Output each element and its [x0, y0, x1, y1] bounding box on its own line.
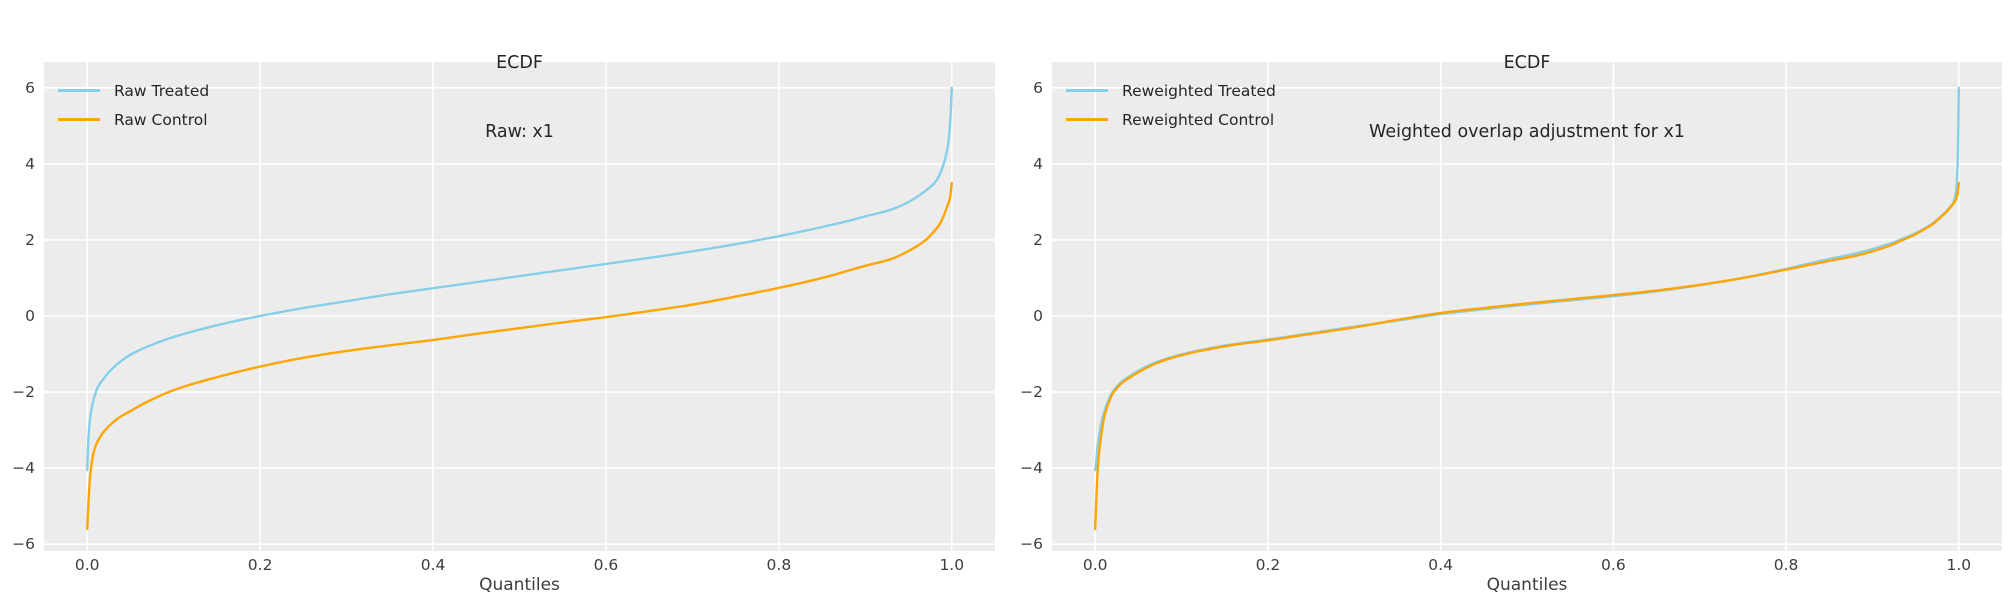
y-tick-label: 2 — [1033, 230, 1043, 249]
y-tick-label: 6 — [1033, 78, 1043, 97]
raw-control-legend-line — [58, 118, 100, 121]
raw-control-line — [86, 181, 953, 531]
right-plot-title: ECDF Weighted overlap adjustment for x1 — [1052, 6, 2002, 190]
x-tick-label: 1.0 — [1946, 556, 1972, 574]
x-tick-label: 0.8 — [766, 556, 792, 574]
right-plot-title-line2: Weighted overlap adjustment for x1 — [1369, 122, 1685, 142]
reweighted-treated-legend-line — [1066, 89, 1108, 92]
y-tick-label: 6 — [25, 78, 35, 97]
left-plot-title-line1: ECDF — [496, 53, 543, 73]
legend-item-reweighted-treated: Reweighted Treated — [1066, 76, 1276, 105]
x-tick-label: 0.6 — [593, 556, 619, 574]
y-tick-label: −6 — [1020, 535, 1043, 554]
x-tick-label: 0.4 — [420, 556, 446, 574]
y-tick-label: 4 — [25, 154, 35, 173]
y-tick-label: −2 — [1020, 383, 1043, 402]
legend-label: Reweighted Control — [1122, 110, 1275, 129]
raw-treated-legend-line — [58, 89, 100, 92]
right-plot-xlabel: Quantiles — [1486, 575, 1568, 595]
right-plot-title-line1: ECDF — [1503, 53, 1551, 73]
x-tick-label: 0.0 — [74, 556, 100, 574]
left-plot-area — [44, 62, 995, 551]
y-tick-label: 4 — [1033, 154, 1043, 173]
left-plot-title: ECDF Raw: x1 — [44, 6, 995, 190]
left-plot-xlabel: Quantiles — [479, 575, 560, 595]
x-tick-label: 0.2 — [1255, 556, 1281, 574]
reweighted-control-line — [1093, 181, 1961, 531]
y-tick-label: −4 — [1020, 459, 1043, 478]
x-tick-label: 0.8 — [1773, 556, 1799, 574]
y-tick-label: −4 — [12, 459, 35, 478]
left-plot-title-line2: Raw: x1 — [485, 122, 554, 142]
x-tick-label: 0.0 — [1082, 556, 1108, 574]
legend-label: Raw Control — [114, 110, 208, 129]
y-tick-label: −2 — [12, 383, 35, 402]
reweighted-control-legend-line — [1066, 118, 1108, 121]
legend-item-raw-control: Raw Control — [58, 105, 209, 134]
legend-label: Raw Treated — [114, 81, 210, 100]
x-tick-label: 0.6 — [1601, 556, 1626, 574]
raw-treated-line — [86, 86, 953, 472]
y-tick-label: 2 — [25, 230, 35, 249]
x-tick-label: 1.0 — [939, 556, 965, 574]
right-plot-area — [1052, 62, 2002, 551]
x-tick-label: 0.4 — [1428, 556, 1453, 574]
y-tick-label: 0 — [1033, 307, 1043, 325]
left-plot-legend: Raw Treated Raw Control — [58, 76, 209, 134]
legend-item-raw-treated: Raw Treated — [58, 76, 209, 105]
y-tick-label: 0 — [25, 307, 35, 325]
y-tick-label: −6 — [12, 535, 35, 554]
legend-label: Reweighted Treated — [1122, 81, 1276, 100]
x-tick-label: 0.2 — [247, 556, 273, 574]
legend-item-reweighted-control: Reweighted Control — [1066, 105, 1276, 134]
right-plot-legend: Reweighted Treated Reweighted Control — [1066, 76, 1276, 134]
